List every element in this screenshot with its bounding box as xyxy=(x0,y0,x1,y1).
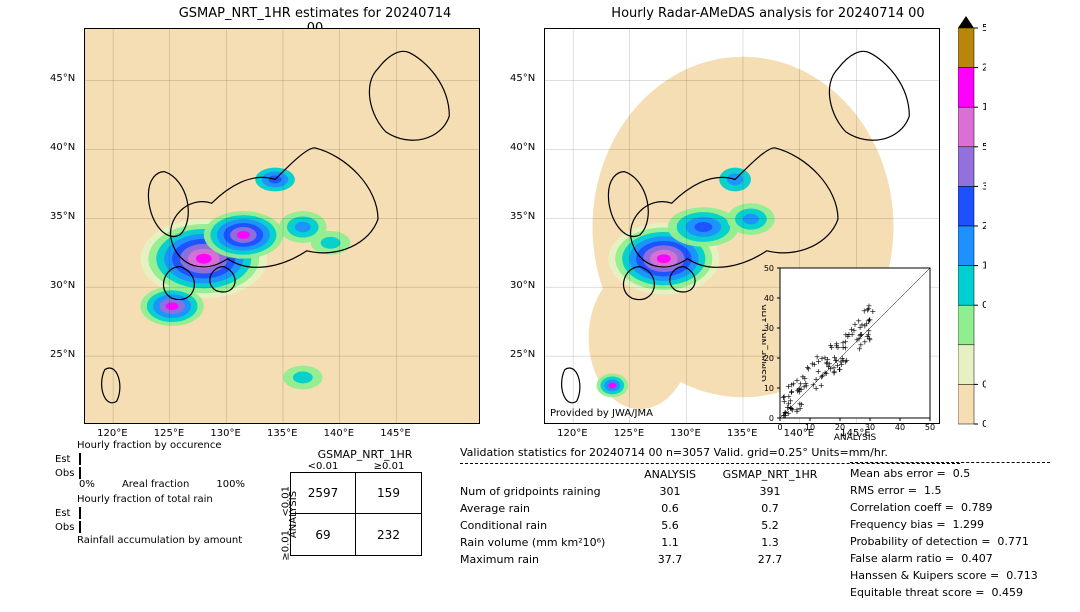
svg-text:+: + xyxy=(813,384,820,393)
x-tick: 125°E xyxy=(614,428,644,439)
svg-text:40: 40 xyxy=(895,423,905,432)
svg-text:+: + xyxy=(862,321,869,330)
svg-text:+: + xyxy=(799,372,806,381)
y-tick: 40°N xyxy=(50,142,75,153)
map-credit: Provided by JWA/JMA xyxy=(550,408,653,419)
svg-text:+: + xyxy=(870,307,877,316)
y-tick: 35°N xyxy=(50,211,75,222)
svg-text:50: 50 xyxy=(925,423,935,432)
x-tick: 130°E xyxy=(670,428,700,439)
x-tick: 145°E xyxy=(380,428,410,439)
validation-stats: Validation statistics for 20240714 00 n=… xyxy=(460,444,1070,601)
x-tick: 125°E xyxy=(154,428,184,439)
svg-text:0.5: 0.5 xyxy=(982,300,986,311)
svg-text:3: 3 xyxy=(982,181,986,192)
y-tick: 25°N xyxy=(510,349,535,360)
svg-text:50: 50 xyxy=(764,264,774,273)
right-map-title: Hourly Radar-AMeDAS analysis for 2024071… xyxy=(608,6,928,21)
x-tick: 120°E xyxy=(557,428,587,439)
svg-text:2: 2 xyxy=(982,221,986,232)
svg-text:40: 40 xyxy=(764,294,774,303)
colorbar: 50251053210.50.010 xyxy=(958,28,974,424)
y-tick: 30°N xyxy=(50,280,75,291)
stacked-bar xyxy=(79,453,81,465)
left-map-frame xyxy=(84,28,480,424)
stacked-bar xyxy=(79,467,81,479)
svg-text:+: + xyxy=(824,355,831,364)
contingency-table: GSMAP_NRT_1HR <0.01≥0.01 ANALYSIS 2597 1… xyxy=(270,448,440,556)
svg-text:+: + xyxy=(835,343,842,352)
y-tick: 45°N xyxy=(50,73,75,84)
y-tick: 45°N xyxy=(510,73,535,84)
acc-title: Rainfall accumulation by amount xyxy=(77,535,245,546)
svg-text:+: + xyxy=(848,325,855,334)
y-tick: 25°N xyxy=(50,349,75,360)
svg-text:25: 25 xyxy=(982,63,986,74)
svg-text:1: 1 xyxy=(982,261,986,272)
svg-text:+: + xyxy=(866,334,873,343)
svg-text:10: 10 xyxy=(982,102,986,113)
y-tick: 35°N xyxy=(510,211,535,222)
svg-text:0: 0 xyxy=(769,414,774,423)
y-tick: 30°N xyxy=(510,280,535,291)
svg-text:+: + xyxy=(788,404,795,413)
svg-text:+: + xyxy=(788,381,795,390)
svg-text:+: + xyxy=(856,334,863,343)
svg-text:+: + xyxy=(838,358,845,367)
stacked-bar xyxy=(79,521,81,533)
x-tick: 140°E xyxy=(324,428,354,439)
svg-text:5: 5 xyxy=(982,142,986,153)
occ-title: Hourly fraction by occurence xyxy=(77,440,245,451)
x-tick: 135°E xyxy=(727,428,757,439)
y-tick: 40°N xyxy=(510,142,535,153)
svg-text:0: 0 xyxy=(982,419,986,428)
tot-title: Hourly fraction of total rain xyxy=(77,494,245,505)
x-tick: 130°E xyxy=(210,428,240,439)
x-tick: 120°E xyxy=(97,428,127,439)
svg-text:+: + xyxy=(801,383,808,392)
fraction-bars-block: Hourly fraction by occurence Est Obs 0%A… xyxy=(55,440,245,546)
svg-text:GSMAP_NRT_1HR: GSMAP_NRT_1HR xyxy=(762,304,769,382)
x-tick: 135°E xyxy=(267,428,297,439)
svg-text:0.01: 0.01 xyxy=(982,379,986,390)
stacked-bar xyxy=(79,507,81,519)
x-tick: 145°E xyxy=(840,428,870,439)
svg-text:+: + xyxy=(785,392,792,401)
x-tick: 140°E xyxy=(784,428,814,439)
svg-text:50: 50 xyxy=(982,23,986,34)
svg-text:+: + xyxy=(819,372,826,381)
svg-text:+: + xyxy=(842,337,849,346)
svg-text:10: 10 xyxy=(764,384,774,393)
svg-text:0: 0 xyxy=(777,423,782,432)
validation-header: Validation statistics for 20240714 00 n=… xyxy=(460,444,1070,461)
